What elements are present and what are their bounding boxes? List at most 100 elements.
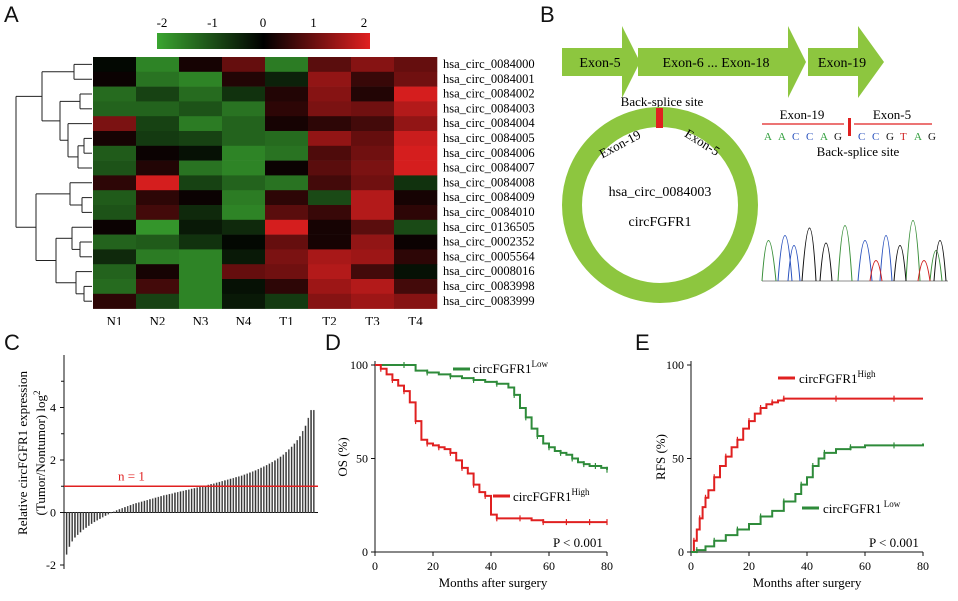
expression-bar <box>79 512 82 533</box>
heatmap-cell <box>93 190 137 206</box>
heatmap-cell <box>394 131 438 147</box>
km-x-tick-label: 60 <box>859 559 871 573</box>
expression-bar <box>146 500 148 513</box>
km-curve <box>375 364 608 470</box>
expression-bar <box>282 454 285 513</box>
os-low-legend: circFGFR1Low <box>473 359 548 376</box>
expression-bar <box>168 493 171 513</box>
expression-bar <box>221 481 223 513</box>
heatmap-cell <box>265 131 309 147</box>
heatmap-cell <box>351 71 395 87</box>
heatmap-cell <box>93 205 137 221</box>
seq-base: A <box>778 131 786 143</box>
expression-bar <box>240 475 243 513</box>
heatmap-row-label: hsa_circ_0136505 <box>443 220 535 234</box>
heatmap-cell <box>136 131 180 147</box>
circrna-structure-panel: Exon-5 Exon-6 ... Exon-18 Exon-19 Back-s… <box>562 26 948 303</box>
seq-base: C <box>858 131 865 143</box>
expression-bar <box>174 492 176 513</box>
km-y-tick-label: 0 <box>362 545 368 559</box>
km-curve <box>691 397 923 553</box>
expression-bar <box>263 466 265 513</box>
expression-bar <box>254 470 257 513</box>
seq-base: G <box>834 131 842 143</box>
heatmap-cell <box>351 131 395 147</box>
rfs-pvalue: P < 0.001 <box>869 535 919 550</box>
expression-bar <box>107 512 110 515</box>
seq-exon19-label: Exon-19 <box>780 107 825 122</box>
expression-bar <box>71 512 73 542</box>
heatmap-row-label: hsa_circ_0084008 <box>443 175 535 189</box>
expression-bar <box>151 498 154 513</box>
expression-bar <box>176 492 179 513</box>
heatmap-cell <box>179 57 223 73</box>
heatmap-cell <box>265 264 309 280</box>
expression-bar <box>265 465 268 513</box>
panel-letter-e: E <box>635 330 650 355</box>
heatmap-cell <box>93 249 137 265</box>
expression-ylabel: Relative circFGFR1 expression <box>15 371 30 535</box>
panel-letter-a: A <box>4 2 19 27</box>
expression-bar <box>260 467 262 513</box>
heatmap-cell <box>394 175 438 191</box>
heatmap-cell <box>394 86 438 102</box>
heatmap-cell <box>179 205 223 221</box>
km-y-tick-label: 100 <box>666 358 684 372</box>
heatmap-cell <box>308 234 352 250</box>
expression-bar <box>132 503 135 513</box>
expression-bar <box>85 512 87 528</box>
heatmap-cell <box>179 131 223 147</box>
heatmap-cell <box>308 279 352 295</box>
exon-label-3: Exon-19 <box>818 56 866 71</box>
rfs-low-legend: circFGFR1 Low <box>823 499 901 516</box>
expression-bar <box>90 512 93 524</box>
expression-bar <box>96 512 98 521</box>
heatmap-cell <box>351 264 395 280</box>
expression-bar <box>129 504 132 513</box>
heatmap-cell <box>136 101 180 117</box>
heatmap-cell <box>179 234 223 250</box>
expression-bar <box>288 449 290 513</box>
expression-bar <box>293 443 296 513</box>
expression-waterfall-panel: Relative circFGFR1 expression (Tumor/Non… <box>15 355 318 572</box>
heatmap-cell <box>179 101 223 117</box>
heatmap-cell <box>351 116 395 132</box>
seq-base: A <box>914 131 922 143</box>
heatmap-cell <box>265 205 309 221</box>
expression-bar <box>226 479 229 513</box>
expression-bar <box>268 463 271 513</box>
heatmap-cell <box>179 190 223 206</box>
expression-bar <box>157 496 160 513</box>
heatmap-cell <box>308 160 352 176</box>
heatmap-cell <box>265 293 309 309</box>
expression-bar <box>88 512 90 526</box>
expression-bar <box>310 409 312 513</box>
heatmap-cell <box>308 219 352 235</box>
km-x-tick-label: 20 <box>743 559 755 573</box>
scale-tick-label: 0 <box>260 15 267 30</box>
km-y-tick-label: 100 <box>350 358 368 372</box>
expression-bar <box>251 471 254 513</box>
heatmap-cell <box>394 219 438 235</box>
circrna-ring <box>562 107 758 303</box>
heatmap-row-label: hsa_circ_0084006 <box>443 146 535 160</box>
km-y-tick-label: 50 <box>672 452 684 466</box>
heatmap-cell <box>222 160 266 176</box>
heatmap-cell <box>179 175 223 191</box>
expression-bar <box>182 490 185 513</box>
expression-tick-label: 2 <box>50 453 56 467</box>
heatmap-cell <box>136 219 180 235</box>
expression-bar <box>215 482 218 513</box>
heatmap-cell <box>93 160 137 176</box>
sequencing-chromatogram <box>761 220 948 282</box>
expression-bar <box>138 502 140 513</box>
expression-bar <box>210 483 212 513</box>
heatmap-cell <box>136 234 180 250</box>
heatmap-cell <box>394 57 438 73</box>
heatmap-cell <box>93 131 137 147</box>
heatmap-col-label: T2 <box>322 314 336 325</box>
heatmap-cell <box>308 145 352 161</box>
heatmap-row-label: hsa_circ_0084000 <box>443 57 535 71</box>
circrna-id: hsa_circ_0084003 <box>609 185 712 200</box>
heatmap-row-label: hsa_circ_0083999 <box>443 294 535 308</box>
